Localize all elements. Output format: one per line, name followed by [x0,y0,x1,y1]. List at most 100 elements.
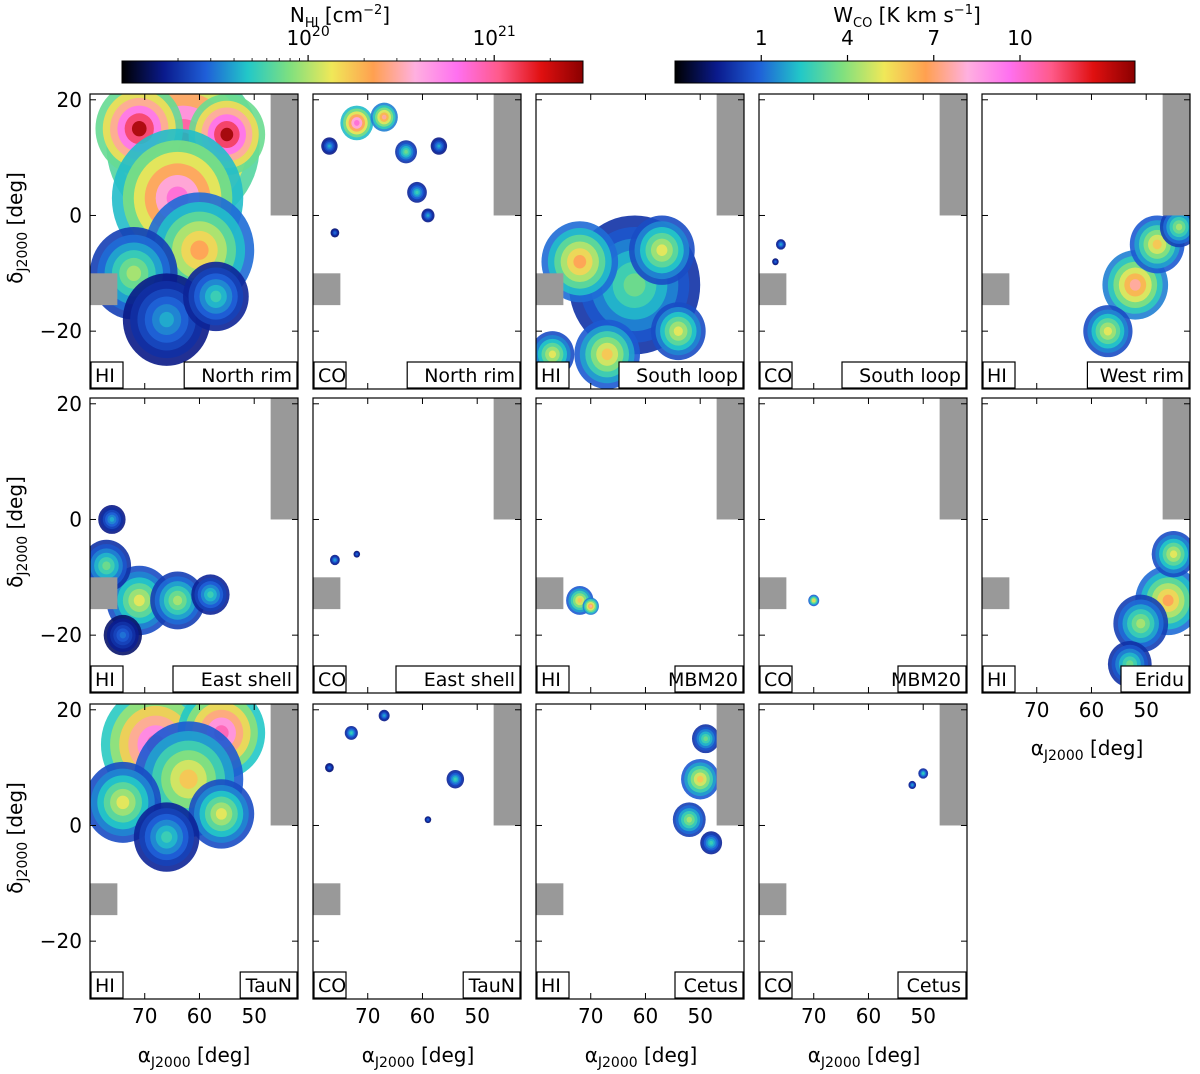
tracer-label-box [90,361,124,389]
panel-ticks [313,704,521,999]
panel-hi-cetus: 70 60 50 HI Cetus [535,703,745,1028]
masked-region [716,704,744,826]
panel-hi-taun: 20 0 −20 70 60 50 HI TauN [40,698,299,1028]
emission-map [759,398,967,610]
x-axis-label-col-3: αJ2000 [deg] [585,1043,698,1071]
emission-blob [703,736,708,742]
masked-region [939,94,967,216]
panel-frame [312,397,522,694]
emission-map [982,398,1190,688]
colorbar-tick-label: 7 [927,26,940,50]
x-tick-label: 50 [241,1004,266,1028]
colorbar-wco-tick-labels: 1 4 7 10 [755,26,1033,50]
colorbar-tick-label: 4 [841,26,854,50]
panel-background [759,94,967,389]
masked-region [759,577,787,610]
emission-blob [404,149,408,154]
colorbar-wco-gradient [674,60,1136,84]
tracer-label: HI [987,669,1007,691]
tracer-label-box [536,361,570,389]
emission-blob [1162,594,1174,607]
emission-map [313,94,521,306]
tracer-label: HI [541,975,561,997]
panel-ticks [90,94,298,389]
x-tick-label: 50 [464,1004,489,1028]
emission-map [982,94,1190,358]
region-label: South loop [859,365,961,387]
tracer-label-box [90,971,124,999]
region-label: West rim [1100,365,1184,387]
region-label: East shell [424,669,515,691]
panel-co-north-rim: CO North rim [312,93,522,390]
emission-blob [1103,326,1113,336]
panel-frame [981,397,1191,694]
emission-blob [102,561,111,571]
y-tick-label: 0 [69,203,82,227]
masked-region [1162,94,1190,216]
panel-frame [89,93,299,390]
emission-blob [1169,550,1178,559]
tracer-label: HI [541,365,561,387]
panel-co-south-loop: CO South loop [758,93,968,390]
colorbar-wco-ticks [760,55,1021,61]
panel-background [313,704,521,999]
region-label: East shell [201,669,292,691]
panel-hi-west-rim: HI West rim [981,93,1191,390]
x-tick-label: 60 [633,1004,658,1028]
tracer-label-box [759,971,793,999]
panel-frame [758,703,968,1000]
panel-frame [758,93,968,390]
region-label: South loop [636,365,738,387]
y-axis-label-row-1: δJ2000 [deg] [3,172,31,284]
region-label-box [395,665,521,693]
panel-grid: 20 0 −20 HI North rim CO North rim HI South loop… [40,88,1191,1028]
tracer-label: HI [541,669,561,691]
colorbar-wco-label: WCO [K km s−1] [833,3,981,31]
region-label-box [172,665,298,693]
tracer-label-box [982,665,1016,693]
masked-region [90,883,118,916]
colorbar-wco: WCO [K km s−1] 1 4 7 10 [674,3,1136,84]
tracer-label: HI [95,365,115,387]
y-tick-label: −20 [40,319,82,343]
masked-region [493,398,521,520]
panel-background [313,398,521,693]
region-label: TauN [245,975,292,997]
emission-blob [812,599,815,602]
emission-blob [328,144,331,148]
emission-blob [426,214,430,217]
panel-background [759,704,967,999]
emission-map [759,94,967,306]
panel-ticks [759,398,967,693]
emission-blob [656,244,668,256]
emission-blob [133,594,145,607]
emission-blob [159,311,174,328]
region-label-box [674,971,744,999]
region-label-box [897,665,967,693]
masked-region [270,398,298,520]
emission-blob [131,120,147,137]
masked-region [1162,398,1190,520]
colorbar-tick-label: 1020 [286,24,329,50]
region-label: MBM20 [891,669,961,691]
region-label-box [183,361,298,389]
panel-frame [981,93,1191,390]
masked-region [313,883,341,916]
emission-blob [179,769,198,789]
emission-blob [350,731,353,735]
tracer-label-box [982,361,1016,389]
panel-ticks [536,398,744,693]
x-axis-label-col-2: αJ2000 [deg] [362,1043,475,1071]
panel-co-taun: 70 60 50 CO TauN [312,703,522,1028]
panel-ticks [759,704,967,999]
panel-frame [89,703,299,1000]
colorbar-nhi: NHI [cm−2] 1020 1021 [121,3,584,84]
x-tick-label: 60 [410,1004,435,1028]
region-label-box [462,971,521,999]
colorbar-tick-label: 10 [1007,26,1032,50]
y-tick-label: 0 [69,507,82,531]
x-tick-label: 50 [1133,698,1158,722]
emission-blob [328,766,331,769]
tracer-label: CO [764,365,792,387]
x-tick-label: 70 [578,1004,603,1028]
